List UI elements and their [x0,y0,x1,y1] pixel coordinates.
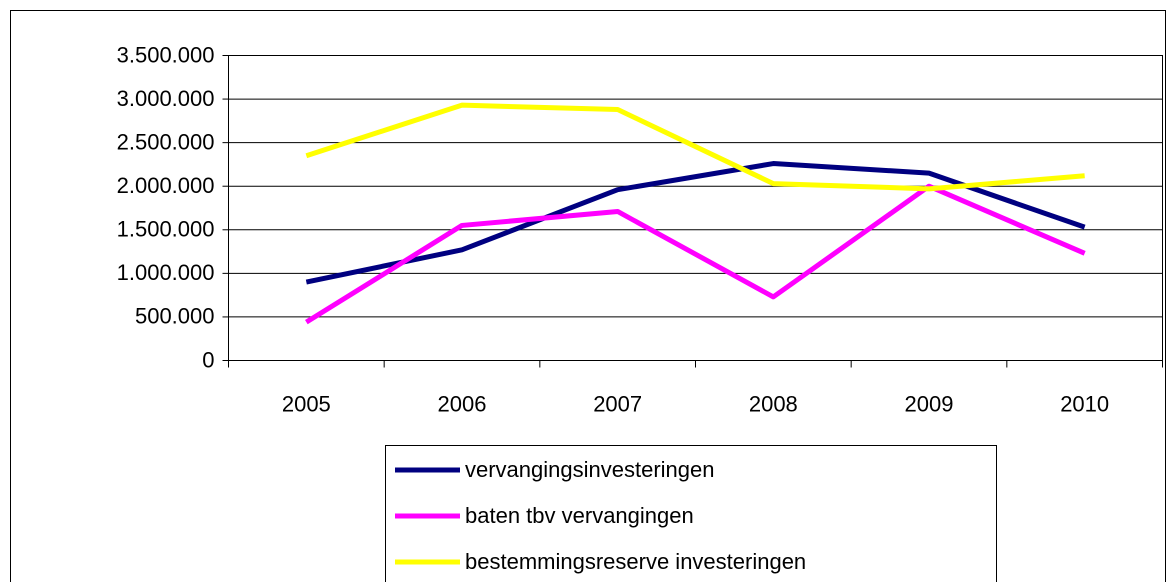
x-tick-label: 2009 [905,391,954,416]
legend [385,445,997,582]
series-line [305,161,1086,285]
y-tick-label: 1.000.000 [117,260,215,285]
x-tick-label: 2007 [593,391,642,416]
x-tick-label: 2010 [1060,391,1109,416]
y-tick-label: 0 [202,347,214,372]
legend-label: baten tbv vervangingen [465,503,694,528]
y-tick-label: 1.500.000 [117,217,215,242]
x-tick-label: 2006 [438,391,487,416]
y-tick-label: 500.000 [135,304,215,329]
legend-label: vervangingsinvesteringen [465,457,715,482]
series-line [305,102,1085,192]
y-tick-label: 2.500.000 [117,129,215,154]
y-tick-label: 3.000.000 [117,86,215,111]
x-tick-label: 2008 [749,391,798,416]
legend-label: bestemmingsreserve investeringen [465,549,806,574]
x-tick-label: 2005 [282,391,331,416]
y-tick-label: 2.000.000 [117,173,215,198]
series-line [305,183,1086,325]
y-tick-label: 3.500.000 [117,42,215,67]
